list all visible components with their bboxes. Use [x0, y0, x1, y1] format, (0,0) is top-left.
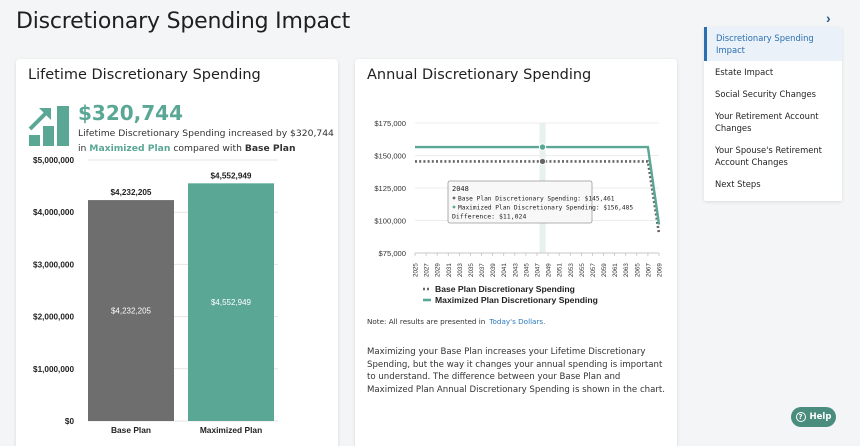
x-tick-label: 2061: [612, 263, 619, 277]
x-tick-label: 2069: [657, 263, 664, 277]
x-tick-label: 2051: [557, 263, 564, 277]
help-label: Help: [809, 412, 832, 422]
desc-plan-name: Maximized Plan: [89, 143, 171, 154]
nav-item[interactable]: Discretionary Spending Impact: [704, 27, 842, 61]
tooltip: 2048 Base Plan Discretionary Spending: $1…: [447, 180, 633, 224]
desc-mid: compared with: [170, 143, 245, 154]
x-tick-label: 2035: [468, 263, 475, 277]
x-tick-label: 2033: [457, 263, 464, 277]
page-title: Discretionary Spending Impact: [16, 9, 351, 34]
y-tick-label: $100,000: [374, 217, 406, 226]
y-tick-label: $175,000: [374, 119, 406, 128]
lifetime-spending-card: Lifetime Discretionary Spending $320,744…: [16, 59, 338, 446]
x-tick-label: 2057: [590, 263, 597, 277]
desc-prefix: Lifetime Discretionary Spending increase…: [78, 128, 334, 154]
annual-spending-card: Annual Discretionary Spending $75,000 $10…: [355, 59, 677, 446]
x-tick-label: 2059: [601, 263, 608, 277]
x-tick-label: 2045: [523, 263, 530, 277]
hover-point: [538, 143, 547, 151]
tooltip-max-marker: [452, 205, 456, 209]
x-tick-label: 2025: [413, 263, 420, 277]
x-category-label: Base Plan: [111, 425, 151, 435]
tooltip-base-marker: [452, 196, 456, 200]
x-tick-label: 2055: [579, 263, 586, 277]
bar-inner-label: $4,552,949: [211, 298, 252, 307]
lifetime-description: Lifetime Discretionary Spending increase…: [78, 126, 334, 156]
x-tick-label: 2065: [634, 263, 641, 277]
x-tick-label: 2047: [535, 263, 542, 277]
growth-chart-icon: [28, 106, 69, 146]
y-tick-label: $2,000,000: [33, 313, 74, 322]
series-line: [415, 145, 661, 225]
annual-line-chart[interactable]: $75,000 $100,000 $125,000 $150,000 $175,000 2…: [355, 59, 677, 319]
todays-dollars-link[interactable]: Today's Dollars.: [489, 317, 546, 326]
x-tick-label: 2063: [623, 263, 630, 277]
x-tick-label: 2049: [546, 263, 553, 277]
y-tick-label: $4,000,000: [33, 208, 74, 217]
x-category-label: Maximized Plan: [200, 425, 262, 435]
lifetime-bar-chart: $0 $1,000,000 $2,000,000 $3,000,000 $4,000,0…: [33, 156, 278, 435]
nav-item[interactable]: Your Spouse's Retirement Account Changes: [715, 145, 822, 167]
annual-card-title: Annual Discretionary Spending: [367, 67, 592, 83]
y-tick-label: $0: [65, 417, 75, 426]
bar-inner-label: $4,232,205: [111, 307, 152, 316]
x-tick-label: 2027: [424, 263, 431, 277]
x-tick-label: 2031: [446, 263, 453, 277]
annual-explanation: Maximizing your Base Plan increases your…: [367, 347, 666, 395]
question-icon: ?: [795, 412, 806, 422]
bar-value-label: $4,552,949: [211, 171, 252, 180]
desc-base-name: Base Plan: [244, 143, 296, 154]
x-tick-label: 2039: [490, 263, 497, 277]
y-tick-label: $75,000: [379, 249, 406, 258]
bar-value-label: $4,232,205: [111, 188, 152, 197]
x-tick-label: 2053: [568, 263, 575, 277]
y-tick-label: $1,000,000: [33, 365, 74, 374]
y-tick-label: $150,000: [374, 152, 406, 161]
section-nav: Discretionary Spending Impact Estate Impa…: [704, 27, 842, 201]
dollars-note: Note: All results are presented in Today'…: [367, 317, 545, 326]
bar: [188, 183, 274, 421]
y-tick-label: $3,000,000: [33, 260, 74, 269]
lifetime-increase-amount: $320,744: [78, 101, 184, 125]
x-tick-label: 2043: [512, 263, 519, 277]
nav-item[interactable]: Social Security Changes: [715, 89, 816, 99]
note-text: Note: All results are presented in: [367, 317, 486, 326]
series-line: [415, 160, 661, 234]
lifetime-card-title: Lifetime Discretionary Spending: [28, 67, 261, 83]
help-button[interactable]: ? Help: [791, 407, 836, 427]
bar: [88, 200, 174, 421]
nav-item[interactable]: Estate Impact: [715, 67, 774, 77]
hover-point: [538, 157, 547, 166]
tooltip-diff: Difference: $11,024: [452, 213, 526, 221]
x-tick-label: 2067: [645, 263, 652, 277]
nav-item[interactable]: Your Retirement Account Changes: [715, 111, 819, 133]
y-tick-label: $5,000,000: [33, 156, 74, 165]
x-tick-label: 2037: [479, 263, 486, 277]
y-tick-label: $125,000: [374, 184, 406, 193]
legend-label: Base Plan Discretionary Spending: [435, 284, 575, 294]
nav-item[interactable]: Next Steps: [715, 179, 761, 189]
tooltip-max: Maximized Plan Discretionary Spending: $…: [458, 205, 633, 212]
tooltip-base: Base Plan Discretionary Spending: $145,4…: [458, 196, 615, 203]
legend-label: Maximized Plan Discretionary Spending: [435, 295, 598, 305]
tooltip-year: 2048: [452, 185, 469, 193]
chevron-right-icon[interactable]: ›: [826, 10, 831, 26]
x-tick-label: 2029: [435, 263, 442, 277]
x-tick-label: 2041: [501, 263, 508, 277]
tooltip-box: [447, 180, 593, 224]
